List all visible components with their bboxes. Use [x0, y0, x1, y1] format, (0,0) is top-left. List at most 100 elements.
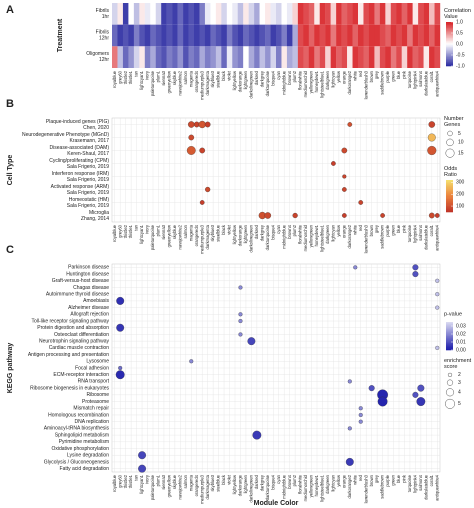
colorbar-cell	[446, 52, 453, 55]
heat-cell	[270, 24, 277, 47]
colorbar-cell	[446, 190, 453, 193]
colorbar-cell	[446, 198, 453, 200]
x-tick-label: green	[391, 224, 396, 235]
heat-cell	[144, 24, 151, 47]
dot	[412, 271, 419, 278]
x-tick-label: lightsteelblue1	[320, 70, 325, 97]
heat-cell	[319, 46, 326, 68]
heat-cell	[183, 46, 189, 68]
heat-cell	[319, 24, 326, 47]
x-tick-label: blue	[396, 224, 401, 233]
colorbar-cell	[446, 326, 453, 328]
heat-cell	[254, 46, 260, 68]
heat-cell	[330, 3, 337, 25]
x-tick-label: steelblue	[216, 70, 221, 87]
heat-cell	[330, 24, 337, 47]
x-tick-label: purple	[385, 70, 390, 82]
plot-area	[111, 117, 441, 223]
heat-cell	[363, 46, 370, 68]
x-tick-label: lightcyan	[331, 70, 336, 87]
heat-cell	[347, 24, 353, 47]
y-tick-label: Ribosome	[86, 392, 109, 398]
colorbar-cell	[446, 196, 453, 198]
y-tick-label: Huntington disease	[66, 271, 109, 277]
colorbar-cell	[446, 207, 453, 210]
x-tick-label: lightgreen	[243, 474, 248, 493]
heat-cell	[259, 46, 266, 68]
x-tick-label: grey	[374, 474, 379, 483]
y-tick-label: Amoebiasis	[83, 298, 109, 304]
dot	[358, 412, 363, 418]
heat-cell	[358, 46, 364, 68]
heat-cell	[341, 46, 348, 68]
heat-cell	[221, 24, 227, 47]
x-tick-label: thistle2	[123, 224, 128, 238]
heat-cell	[286, 46, 293, 68]
heat-cell	[161, 3, 167, 25]
legend-label: 0.5	[456, 30, 463, 36]
heat-cell	[314, 3, 320, 25]
heat-cell	[385, 24, 391, 47]
colorbar-cell	[446, 206, 453, 209]
heat-cell	[308, 46, 315, 68]
panel-label: A	[6, 4, 14, 16]
x-tick-label: salmon4	[418, 224, 423, 240]
x-tick-label: plum2	[292, 224, 297, 236]
colorbar-cell	[446, 325, 453, 327]
x-tick-label: sienna3	[161, 224, 166, 239]
dot	[186, 146, 196, 155]
heat-cell	[232, 46, 238, 68]
legend-key	[447, 372, 453, 378]
x-tick-label: coral1	[429, 224, 434, 236]
y-axis-title: Cell Type	[7, 155, 14, 186]
dot	[238, 285, 243, 290]
heat-cell	[368, 46, 375, 68]
heat-cell	[396, 3, 402, 25]
x-tick-label: lightcyan1	[139, 70, 144, 90]
x-tick-label: bisque4	[270, 474, 275, 489]
y-tick-label: Sala Frigerio, 2019	[67, 203, 109, 209]
x-tick-label: grey60	[117, 224, 122, 237]
x-tick-label: orangered4	[194, 224, 199, 246]
x-tick-label: lightyellow	[232, 70, 237, 90]
heat-cell	[128, 46, 135, 68]
heat-cell	[429, 24, 435, 47]
y-tick-label: Zhang, 2014	[81, 216, 109, 222]
y-tick-label: ECM-receptor interaction	[53, 372, 109, 378]
y-tick-label: Allograft rejection	[70, 312, 109, 318]
x-tick-label: antiquewhite4	[434, 474, 439, 501]
x-tick-label: red	[358, 224, 363, 231]
x-tick-label: darkturquoise	[265, 474, 270, 500]
colorbar-cell	[446, 340, 453, 342]
heat-cell	[429, 3, 435, 25]
colorbar-cell	[446, 23, 453, 26]
heat-cell	[434, 3, 441, 25]
dot	[412, 391, 419, 398]
heat-cell	[237, 46, 244, 68]
x-tick-label: brown	[369, 70, 374, 82]
x-tick-label: darkred	[254, 474, 259, 489]
x-tick-label: plum2	[292, 70, 297, 82]
heat-cell	[117, 46, 124, 68]
x-tick-label: turquoise	[407, 474, 412, 492]
heat-cell	[390, 24, 397, 47]
heat-cell	[303, 46, 309, 68]
heat-cell	[112, 46, 118, 68]
colorbar-cell	[446, 208, 453, 211]
dot	[358, 406, 363, 411]
colorbar-cell	[446, 42, 453, 45]
x-tick-label: darkmagenta	[205, 224, 210, 249]
heat-cell	[226, 24, 233, 47]
y-tick-label: Graft-versus-host disease	[52, 278, 109, 284]
heat-cell	[204, 24, 211, 47]
heat-cell	[172, 24, 178, 47]
panel-label: C	[6, 244, 14, 256]
heat-cell	[412, 46, 419, 68]
heat-cell	[286, 3, 293, 25]
colorbar-cell	[446, 46, 453, 49]
dot	[368, 385, 375, 392]
x-tick-label: grey	[374, 70, 379, 79]
heat-cell	[358, 24, 364, 47]
colorbar-cell	[446, 348, 453, 350]
